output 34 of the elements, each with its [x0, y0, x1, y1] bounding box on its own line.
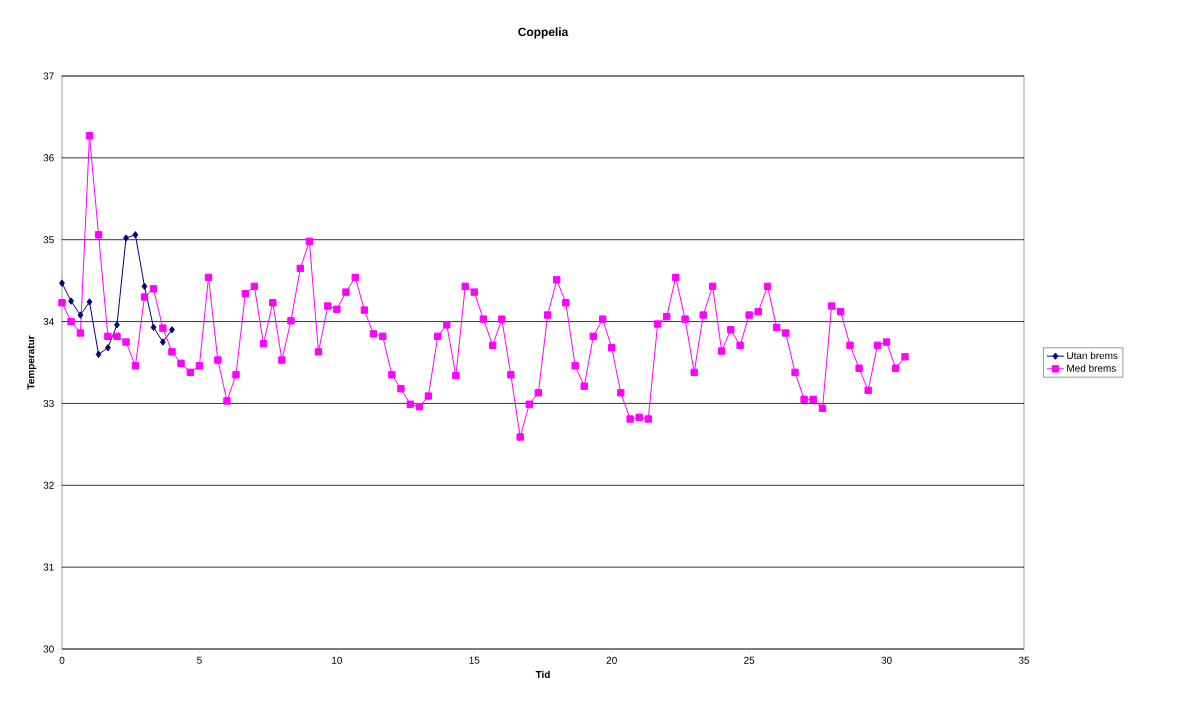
point: [68, 297, 74, 305]
x-tick-label: 20: [606, 656, 617, 664]
x-tick-label: 15: [469, 656, 480, 664]
legend-label: Utan brems: [1067, 351, 1118, 360]
x-tick-label: 30: [881, 656, 892, 664]
point: [141, 282, 148, 291]
y-tick-label: 33: [43, 399, 54, 407]
point: [132, 231, 139, 239]
x-tick-label: 25: [744, 656, 755, 664]
point: [123, 234, 129, 242]
point: [159, 338, 166, 346]
x-tick-label: 10: [332, 656, 343, 664]
point: [86, 298, 93, 306]
point: [59, 279, 65, 287]
point: [77, 311, 84, 319]
point: [114, 321, 120, 329]
point: [169, 326, 175, 334]
chart-title: Coppelia: [518, 27, 569, 39]
y-axis-title: Temperatur: [27, 335, 37, 390]
x-tick-label: 5: [197, 656, 202, 664]
y-tick-label: 32: [43, 481, 54, 489]
y-tick-label: 35: [43, 236, 54, 244]
y-tick-label: 37: [43, 72, 54, 80]
x-axis-title: Tid: [535, 670, 550, 678]
point: [95, 350, 102, 358]
x-tick-label: 35: [1018, 656, 1030, 664]
y-tick-label: 31: [43, 563, 54, 571]
legend-label: Med brems: [1067, 364, 1116, 372]
y-tick-label: 36: [43, 154, 54, 162]
y-tick-label: 34: [43, 318, 54, 326]
x-tick-label: 0: [59, 656, 65, 664]
point: [150, 323, 157, 331]
point: [105, 344, 111, 352]
y-tick-label: 30: [43, 645, 54, 653]
